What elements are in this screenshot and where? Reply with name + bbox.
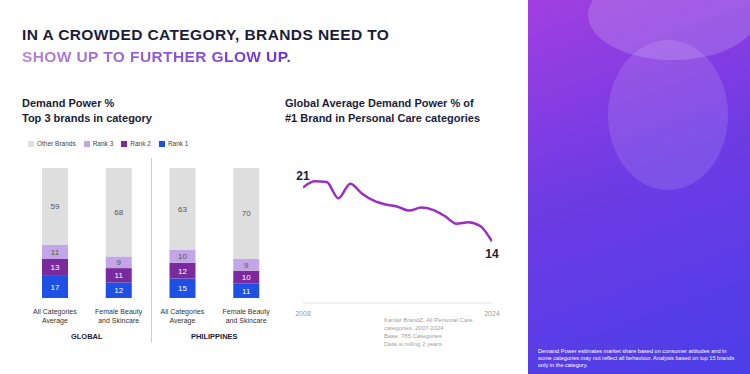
svg-text:9: 9 — [244, 261, 249, 270]
html-text:Rank 2: Rank 2 — [130, 140, 151, 147]
svg-text:11: 11 — [51, 248, 60, 257]
svg-text:All CategoriesAverage: All CategoriesAverage — [161, 308, 205, 325]
html-text:Kantar BrandZ. All Personal Ca: Kantar BrandZ. All Personal Care categor… — [384, 317, 473, 331]
svg-text:11: 11 — [115, 271, 124, 280]
svg-text:15: 15 — [178, 284, 187, 293]
html-text:PHILIPPINES: PHILIPPINES — [190, 332, 238, 341]
html-text:Other Brands: Other Brands — [37, 140, 76, 147]
html-text:Rank 1: Rank 1 — [167, 140, 189, 147]
html-text:SHOW UP TO FURTHER GLOW UP.: SHOW UP TO FURTHER GLOW UP. — [22, 48, 292, 65]
html-text:Rank 3: Rank 3 — [92, 140, 114, 147]
svg-text:21: 21 — [296, 169, 310, 183]
svg-text:Female Beautyand Skincare: Female Beautyand Skincare — [223, 308, 271, 324]
svg-text:All CategoriesAverage: All CategoriesAverage — [33, 308, 77, 325]
svg-text:Female Beautyand Skincare: Female Beautyand Skincare — [95, 308, 143, 324]
html-text:IN A CROWDED CATEGORY, BRANDS: IN A CROWDED CATEGORY, BRANDS NEED TO — [22, 26, 390, 43]
svg-text:10: 10 — [242, 273, 251, 282]
svg-text:9: 9 — [117, 258, 122, 267]
html-text:Data is rolling 2 years.: Data is rolling 2 years. — [384, 341, 444, 347]
html-text:GLOBAL: GLOBAL — [70, 332, 103, 341]
svg-text:59: 59 — [51, 202, 60, 211]
svg-text:12: 12 — [178, 267, 187, 276]
html-text:Demand Power estimates market: Demand Power estimates market share base… — [538, 348, 735, 368]
svg-text:10: 10 — [178, 252, 187, 261]
svg-text:2008: 2008 — [295, 310, 311, 317]
html-text:Global Average Demand Power %: Global Average Demand Power % of — [285, 97, 474, 109]
svg-text:63: 63 — [178, 205, 187, 214]
html-text:Demand Power %: Demand Power % — [22, 97, 115, 109]
html-text:Top 3 brands in category: Top 3 brands in category — [22, 112, 152, 124]
html-text:#1 Brand in Personal Care cate: #1 Brand in Personal Care categories — [285, 112, 480, 124]
svg-text:2024: 2024 — [484, 310, 500, 317]
svg-text:13: 13 — [51, 263, 60, 272]
svg-text:14: 14 — [485, 247, 499, 261]
svg-text:11: 11 — [242, 287, 251, 296]
html-text:Base: 785 Categories: Base: 785 Categories — [384, 333, 442, 339]
svg-text:68: 68 — [114, 208, 123, 217]
svg-text:12: 12 — [114, 286, 123, 295]
svg-text:70: 70 — [242, 209, 251, 218]
svg-text:17: 17 — [51, 283, 60, 292]
